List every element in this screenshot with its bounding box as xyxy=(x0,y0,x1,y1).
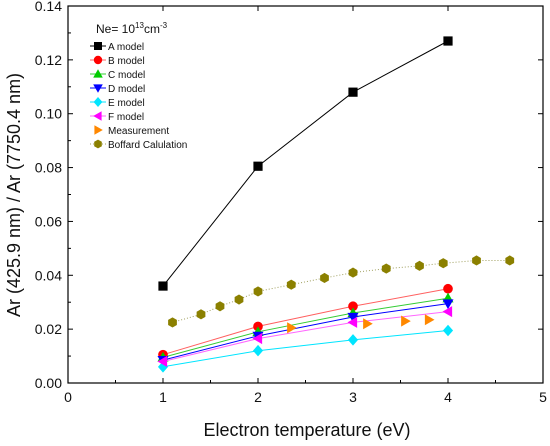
legend-entry: C model xyxy=(90,69,145,81)
y-tick-label: 0.12 xyxy=(35,52,62,68)
series-c-model xyxy=(157,292,454,362)
legend-label: Measurement xyxy=(108,126,169,137)
legend-label: E model xyxy=(108,98,145,109)
data-point xyxy=(442,306,453,318)
legend-entry: A model xyxy=(90,42,144,53)
legend-marker xyxy=(93,84,103,93)
legend-marker xyxy=(94,42,102,50)
legend-label: D model xyxy=(108,84,145,95)
data-point xyxy=(348,267,358,278)
x-tick-label: 4 xyxy=(444,389,452,405)
data-point xyxy=(443,36,453,46)
data-point xyxy=(252,333,263,345)
data-point xyxy=(348,87,358,97)
legend-entry: E model xyxy=(90,97,145,109)
x-tick-label: 3 xyxy=(349,389,357,405)
data-point xyxy=(286,279,296,290)
series-line xyxy=(162,297,449,358)
legend-label: A model xyxy=(108,42,144,53)
data-point xyxy=(347,312,359,323)
data-point xyxy=(415,260,424,271)
series-boffard-calulation xyxy=(168,255,515,328)
y-axis-title: Ar (425.9 nm) / Ar (7750.4 nm) xyxy=(4,73,24,317)
y-tick-label: 0.00 xyxy=(35,375,62,391)
data-point xyxy=(168,317,177,328)
data-point xyxy=(442,324,454,337)
legend-entry: B model xyxy=(90,55,145,67)
legend-label: C model xyxy=(108,70,145,81)
x-tick-label: 1 xyxy=(159,389,167,405)
axes: 0 1 2 3 4 5 0.00 0.02 0.04 0.06 0.08 0.10 0.12 0.14 xyxy=(35,0,547,405)
series-line xyxy=(162,40,449,287)
data-point xyxy=(472,255,481,266)
data-point xyxy=(287,322,297,334)
y-tick-label: 0.14 xyxy=(35,0,62,14)
data-point xyxy=(347,334,359,346)
legend-marker xyxy=(93,111,102,121)
series-d-model xyxy=(157,299,454,366)
legend-entry: Boffard Calulation xyxy=(90,139,187,151)
series-b-model xyxy=(158,283,453,360)
y-tick-label: 0.02 xyxy=(35,321,62,337)
y-tick-label: 0.06 xyxy=(35,213,62,229)
legend-marker xyxy=(93,69,103,78)
legend-label: Boffard Calulation xyxy=(108,140,187,151)
y-tick-label: 0.08 xyxy=(35,160,62,176)
legend-marker xyxy=(93,97,103,107)
data-point xyxy=(196,309,206,320)
legend-entry: Measurement xyxy=(94,125,169,137)
x-tick-label: 2 xyxy=(254,389,262,405)
data-point xyxy=(505,255,515,266)
series-e-model xyxy=(157,324,454,373)
data-point xyxy=(401,315,411,327)
legend: A model B model C model D model E model F mod… xyxy=(90,42,187,151)
series-layer xyxy=(157,36,515,373)
x-axis-title: Electron temperature (eV) xyxy=(203,420,410,440)
data-point xyxy=(215,301,225,312)
series-line xyxy=(162,288,449,356)
data-point xyxy=(157,355,168,367)
data-point xyxy=(347,316,358,328)
data-point xyxy=(424,314,435,326)
data-point xyxy=(158,281,168,291)
series-line xyxy=(162,330,449,368)
series-measurement xyxy=(287,314,435,334)
series-line xyxy=(162,303,449,361)
series-f-model xyxy=(157,306,453,367)
y-tick-label: 0.04 xyxy=(35,267,62,283)
data-point xyxy=(438,258,448,269)
data-point xyxy=(348,301,358,312)
data-point xyxy=(443,283,453,294)
series-line xyxy=(172,260,510,323)
data-point xyxy=(320,272,329,284)
data-point xyxy=(234,294,244,305)
series-a-model xyxy=(158,36,453,291)
legend-marker xyxy=(94,125,103,135)
density-annotation: Ne= 1013cm-3 xyxy=(96,21,168,36)
x-tick-label: 0 xyxy=(64,389,72,405)
data-point xyxy=(363,318,373,330)
legend-marker xyxy=(94,139,102,149)
legend-entry: F model xyxy=(90,111,144,123)
data-point xyxy=(252,344,264,357)
data-point xyxy=(442,299,454,310)
y-tick-label: 0.10 xyxy=(35,106,62,122)
legend-label: B model xyxy=(108,56,145,67)
legend-label: F model xyxy=(108,112,144,123)
series-line xyxy=(162,311,449,362)
x-tick-label: 5 xyxy=(539,389,547,405)
data-point xyxy=(253,286,263,297)
legend-entry: D model xyxy=(90,84,145,95)
data-point xyxy=(253,161,263,171)
data-point xyxy=(381,263,391,274)
legend-marker xyxy=(93,55,103,65)
